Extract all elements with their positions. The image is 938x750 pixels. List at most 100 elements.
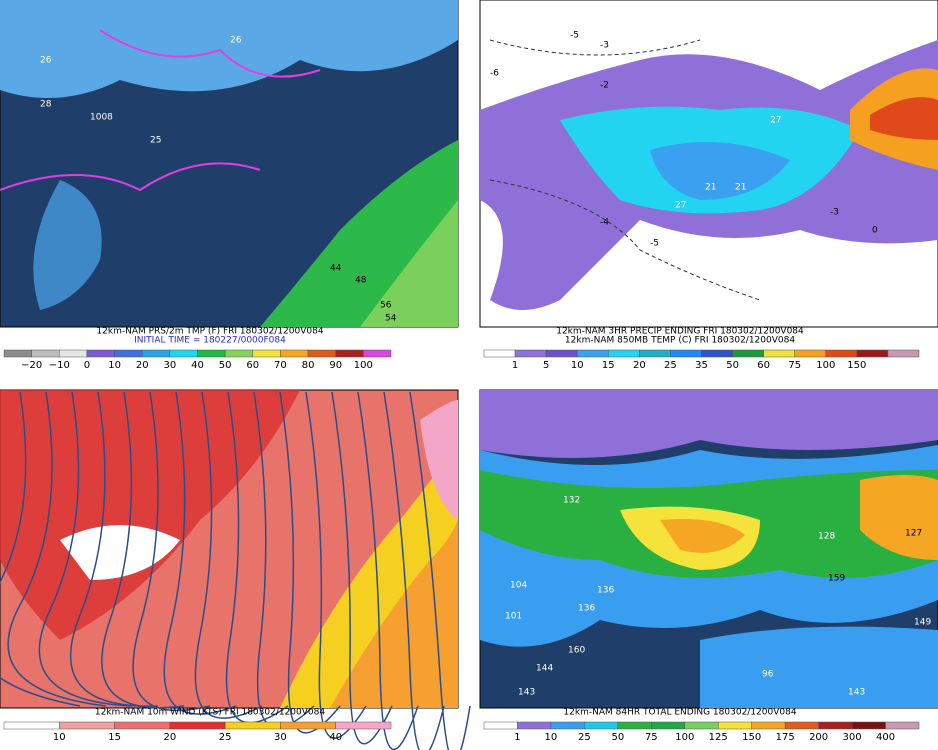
colorbar-label: 100 (675, 732, 694, 743)
color-swatch (717, 721, 752, 730)
color-swatch (763, 349, 795, 358)
map-label: 26 (40, 56, 52, 66)
caption: 12km-NAM 3HR PRECIP ENDING FRI 180302/12… (556, 327, 804, 337)
colorbar-label: 125 (709, 732, 728, 743)
region (0, 0, 458, 98)
map-label: 27 (770, 116, 781, 126)
color-swatch (550, 721, 585, 730)
colorbar-label: 400 (876, 732, 895, 743)
color-swatch (141, 349, 171, 358)
color-swatch (31, 349, 60, 358)
colorbar-label: 1 (514, 732, 520, 743)
map-label: 128 (818, 532, 835, 542)
colorbar-label: 200 (809, 732, 828, 743)
colorbar-label: −10 (49, 360, 70, 371)
colorbar-label: 25 (219, 732, 232, 743)
region (33, 180, 102, 310)
panel-temperature: 26 28 26 1008 25 44 48 56 54 (0, 0, 459, 328)
map-label: 54 (385, 314, 397, 324)
contour (99, 29, 321, 78)
colorbar-label: 25 (578, 732, 591, 743)
colorbar-label: 90 (329, 360, 342, 371)
color-swatch (517, 721, 552, 730)
colorbar-label: 20 (163, 732, 176, 743)
color-swatch (794, 349, 827, 358)
streamline (7, 391, 107, 707)
map-label: -3 (600, 41, 609, 51)
streamline (38, 391, 133, 707)
color-swatch (851, 721, 886, 730)
colorbar-label: 10 (108, 360, 121, 371)
color-swatch (818, 721, 853, 730)
streamline (70, 391, 159, 707)
colorbar-label: 40 (191, 360, 204, 371)
region (360, 200, 458, 327)
color-swatch (59, 721, 115, 730)
color-swatch (483, 721, 518, 730)
map-label: -3 (830, 208, 839, 218)
colorbar-label: 50 (726, 360, 739, 371)
streamline (101, 391, 185, 709)
color-swatch (252, 349, 281, 358)
map-label: -5 (650, 239, 659, 249)
color-swatch (514, 349, 547, 358)
map-label: 44 (330, 264, 342, 274)
colorbar-label: 20 (136, 360, 149, 371)
region (650, 142, 790, 200)
map-label: -4 (600, 218, 609, 228)
color-swatch (3, 721, 60, 730)
colorbar-label: 150 (847, 360, 866, 371)
streamlines (0, 391, 471, 750)
streamline (383, 391, 445, 750)
caption: 12km-NAM 850MB TEMP (C) FRI 180302/1200V… (565, 336, 795, 346)
colorbar-label: 30 (163, 360, 176, 371)
color-swatch (751, 721, 786, 730)
panel-precip: -5 -3 -2 -4 -6 -5 -3 0 27 21 27 21 (479, 0, 938, 328)
color-swatch (280, 349, 309, 358)
colorbar-label: 30 (274, 732, 287, 743)
color-swatch (670, 349, 702, 358)
map-label: 160 (568, 646, 585, 656)
map-label: 27 (675, 201, 686, 211)
color-swatch (885, 721, 920, 730)
colorbar-label: 70 (274, 360, 287, 371)
streamline (331, 391, 393, 745)
caption: 12km-NAM 84HR TOTAL ENDING 180302/1200V0… (563, 708, 796, 718)
map-label: 25 (150, 136, 161, 146)
colorbar-label: 1 (512, 360, 518, 371)
caption: 12km-NAM 10m WIND (KTS) FRI 180302/1200V… (95, 708, 325, 718)
map-label: 21 (735, 183, 746, 193)
caption: 12km-NAM PRS/2m TMP (F) FRI 180302/1200V… (96, 327, 323, 337)
region (0, 390, 300, 640)
streamline (194, 391, 263, 719)
color-swatch (114, 349, 143, 358)
color-swatch (224, 721, 281, 730)
region (60, 525, 180, 580)
map-label: 1008 (90, 113, 113, 123)
color-swatch (576, 349, 609, 358)
color-swatch (701, 349, 733, 358)
color-swatch (856, 349, 889, 358)
color-swatch (684, 721, 719, 730)
colorbar-label: 150 (742, 732, 761, 743)
panel-total: 132 104 101 136 136 160 144 143 96 143 1… (479, 389, 938, 709)
map-label: -2 (600, 81, 609, 91)
color-swatch (363, 349, 392, 358)
caption: INITIAL TIME = 180227/0000F084 (134, 336, 286, 346)
map-label: 143 (848, 688, 865, 698)
streamline (279, 391, 341, 734)
colorbar-label: −20 (21, 360, 42, 371)
color-swatch (86, 349, 115, 358)
color-swatch (114, 721, 171, 730)
streamline (0, 391, 81, 707)
contour (489, 39, 761, 301)
color-swatch (307, 349, 336, 358)
streamline (132, 391, 211, 712)
map-label: 101 (505, 612, 522, 622)
region (660, 519, 745, 553)
map-label: 56 (380, 301, 392, 311)
map-label: 143 (518, 688, 535, 698)
colorbar-label: 60 (246, 360, 259, 371)
color-swatch (197, 349, 226, 358)
